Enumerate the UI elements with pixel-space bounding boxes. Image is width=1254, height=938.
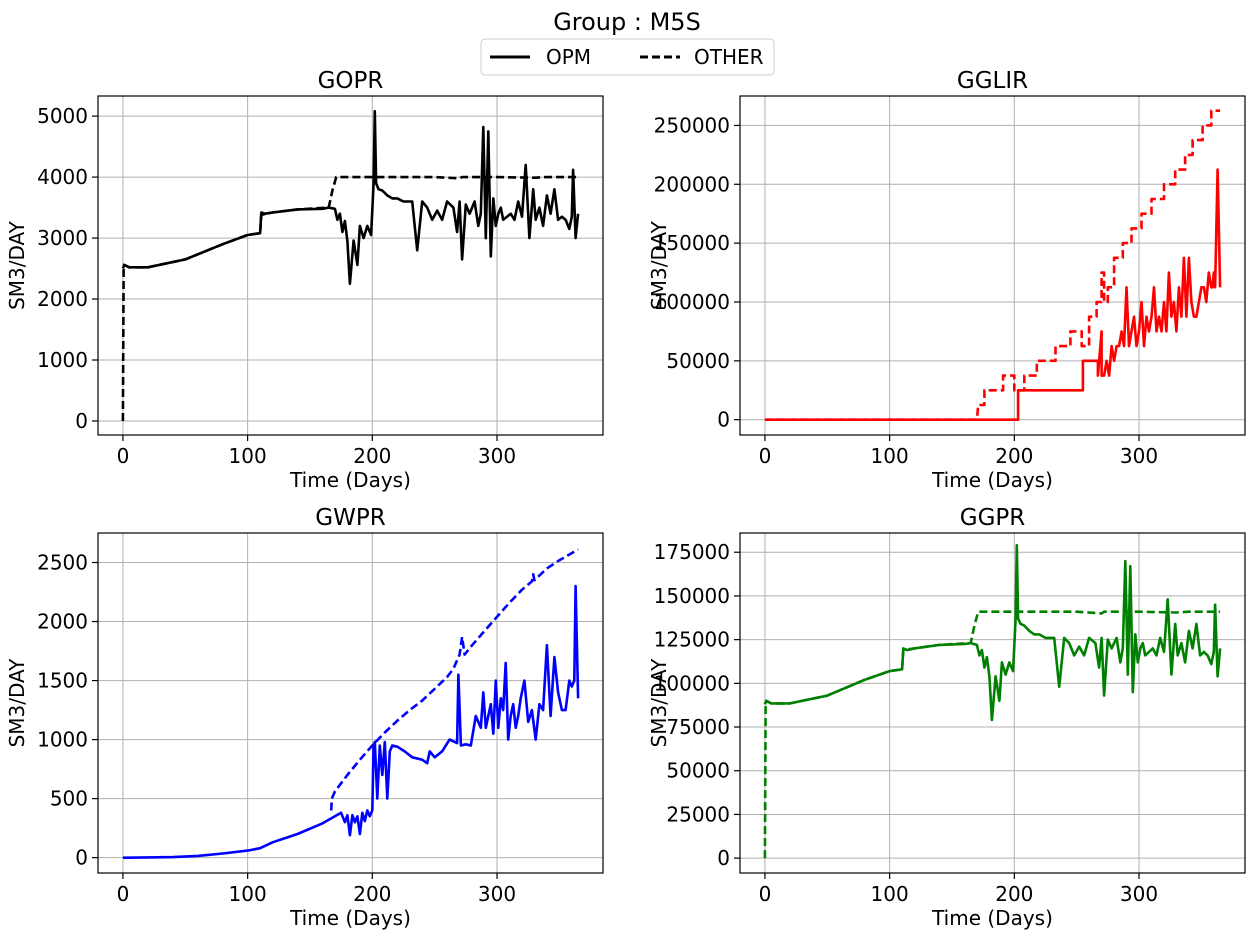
y-axis-label: SM3/DAY: [5, 658, 29, 748]
subplot-title: GGPR: [960, 505, 1026, 531]
y-tick-label: 75000: [666, 715, 730, 739]
y-tick-label: 500: [50, 787, 88, 811]
x-axis-label: Time (Days): [931, 468, 1053, 492]
x-axis-label: Time (Days): [289, 906, 411, 930]
subplot-gopr: 0 100 200 300010002000300040005000GOPRTime …: [5, 68, 604, 492]
axes-frame: [739, 95, 1246, 436]
x-tick-label: 100: [229, 882, 267, 906]
y-tick-label: 0: [75, 846, 88, 870]
y-tick-label: 5000: [37, 104, 88, 128]
x-tick-label: 300: [478, 882, 516, 906]
x-tick-label: 300: [478, 444, 516, 468]
series-line-other: [121, 175, 579, 422]
y-tick-label: 1000: [37, 728, 88, 752]
y-tick-label: 200000: [654, 172, 730, 196]
y-tick-label: 100000: [654, 290, 730, 314]
y-tick-label: 0: [717, 408, 730, 432]
y-tick-label: 3000: [37, 226, 88, 250]
subplot-gwpr: 0 100 200 300 0 500 1000 1500 2000 2500 GWPR Time (…: [5, 505, 604, 930]
y-axis-label: SM3/DAY: [647, 658, 671, 748]
y-tick-label: 4000: [37, 165, 88, 189]
series-line-other: [763, 610, 1221, 859]
axes-frame: [97, 95, 604, 436]
y-tick-label: 150000: [654, 584, 730, 608]
x-tick-label: 200: [995, 444, 1033, 468]
y-tick-label: 125000: [654, 628, 730, 652]
y-axis-label: SM3/DAY: [5, 220, 29, 310]
y-tick-label: 0: [75, 409, 88, 433]
subplot-title: GWPR: [315, 505, 385, 531]
x-tick-label: 200: [995, 882, 1033, 906]
x-tick-label: 200: [353, 444, 391, 468]
axes-frame: [739, 532, 1246, 874]
x-tick-label: 0: [759, 444, 772, 468]
axes-frame: [97, 532, 604, 874]
y-tick-label: 50000: [666, 759, 730, 783]
legend-frame: [480, 38, 775, 76]
x-tick-label: 300: [1120, 444, 1158, 468]
x-axis-label: Time (Days): [931, 906, 1053, 930]
legend-label-other: OTHER: [694, 45, 764, 69]
y-tick-label: 50000: [666, 349, 730, 373]
legend-label-opm: OPM: [546, 45, 591, 69]
y-tick-label: 2000: [37, 287, 88, 311]
subplot-ggpr: 0 100 200 300 0 25000 50000 75000 100000 125000 15…: [647, 505, 1246, 930]
y-tick-label: 2500: [37, 551, 88, 575]
y-tick-label: 1500: [37, 669, 88, 693]
x-tick-label: 100: [229, 444, 267, 468]
y-tick-label: 150000: [654, 231, 730, 255]
x-tick-label: 100: [871, 444, 909, 468]
y-tick-label: 25000: [666, 802, 730, 826]
y-axis-label: SM3/DAY: [647, 220, 671, 310]
y-tick-label: 2000: [37, 610, 88, 634]
x-tick-label: 0: [759, 882, 772, 906]
series-line-opm: [764, 168, 1222, 422]
x-tick-label: 0: [117, 882, 130, 906]
x-tick-label: 100: [871, 882, 909, 906]
x-tick-label: 300: [1120, 882, 1158, 906]
series-line-opm: [122, 584, 580, 859]
x-tick-label: 200: [353, 882, 391, 906]
y-tick-label: 175000: [654, 540, 730, 564]
series-line-opm: [763, 543, 1222, 722]
series-line-other: [764, 109, 1221, 422]
subplot-title: GOPR: [318, 68, 384, 94]
figure-title: Group : M5S: [553, 8, 701, 36]
y-tick-label: 0: [717, 846, 730, 870]
series-line-opm: [121, 109, 580, 286]
subplot-title: GGLIR: [957, 68, 1028, 94]
y-tick-label: 1000: [37, 348, 88, 372]
subplot-gglir: 0 100 200 300 0 50000 100000 150000 200000 250000…: [647, 68, 1246, 492]
series-line-other: [329, 548, 579, 811]
legend: OPM OTHER: [480, 38, 775, 76]
x-tick-label: 0: [117, 444, 130, 468]
x-axis-label: Time (Days): [289, 468, 411, 492]
y-tick-label: 100000: [654, 671, 730, 695]
y-tick-label: 250000: [654, 113, 730, 137]
